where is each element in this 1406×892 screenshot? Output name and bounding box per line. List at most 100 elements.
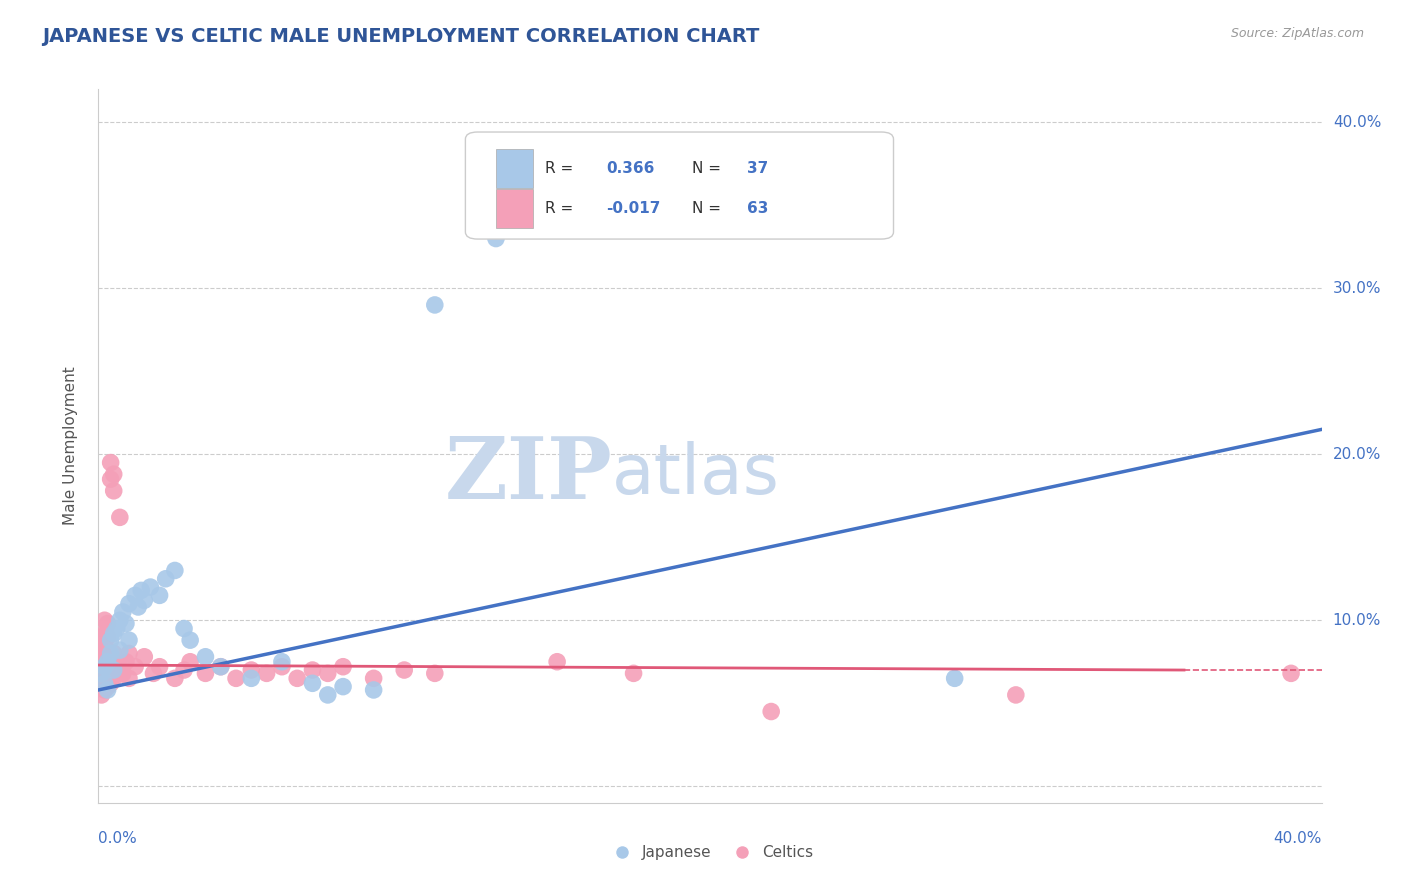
- Point: [93, 676, 115, 690]
- Point: [363, 671, 385, 685]
- Point: [485, 231, 508, 245]
- Point: [118, 647, 141, 661]
- Point: [240, 671, 263, 685]
- Point: [301, 663, 323, 677]
- Point: [97, 666, 120, 681]
- Text: 20.0%: 20.0%: [1333, 447, 1381, 462]
- Text: 40.0%: 40.0%: [1274, 830, 1322, 846]
- Point: [363, 682, 385, 697]
- Point: [90, 671, 112, 685]
- Point: [90, 630, 112, 644]
- Point: [103, 483, 125, 498]
- Y-axis label: Male Unemployment: Male Unemployment: [63, 367, 77, 525]
- Point: [103, 647, 125, 661]
- Point: [97, 616, 120, 631]
- Point: [97, 630, 120, 644]
- Point: [392, 663, 416, 677]
- Point: [332, 659, 354, 673]
- Point: [100, 472, 122, 486]
- Text: 63: 63: [747, 202, 768, 216]
- Point: [93, 659, 115, 673]
- Point: [111, 605, 134, 619]
- Point: [1279, 666, 1302, 681]
- Point: [209, 659, 232, 673]
- Point: [240, 663, 263, 677]
- Point: [93, 613, 115, 627]
- Point: [93, 626, 115, 640]
- Text: 0.366: 0.366: [606, 161, 654, 177]
- Point: [105, 666, 128, 681]
- Point: [270, 659, 292, 673]
- Point: [105, 622, 128, 636]
- Point: [93, 649, 115, 664]
- Text: R =: R =: [546, 161, 583, 177]
- Text: R =: R =: [546, 202, 583, 216]
- Point: [108, 510, 131, 524]
- Point: [103, 671, 125, 685]
- Point: [129, 583, 152, 598]
- Point: [103, 626, 125, 640]
- Point: [155, 572, 177, 586]
- Point: [108, 643, 131, 657]
- Point: [93, 682, 115, 697]
- Point: [100, 663, 122, 677]
- Point: [108, 613, 131, 627]
- Point: [93, 659, 115, 673]
- Point: [115, 655, 138, 669]
- Point: [90, 680, 112, 694]
- Point: [118, 597, 141, 611]
- Point: [149, 588, 172, 602]
- Point: [194, 666, 217, 681]
- Point: [301, 676, 323, 690]
- Point: [97, 655, 120, 669]
- Point: [139, 580, 162, 594]
- Point: [163, 564, 186, 578]
- Point: [100, 456, 122, 470]
- Point: [256, 666, 278, 681]
- Text: 0.0%: 0.0%: [98, 830, 138, 846]
- Text: Source: ZipAtlas.com: Source: ZipAtlas.com: [1230, 27, 1364, 40]
- Point: [332, 680, 354, 694]
- Point: [623, 666, 645, 681]
- Point: [134, 593, 156, 607]
- Point: [90, 688, 112, 702]
- Text: JAPANESE VS CELTIC MALE UNEMPLOYMENT CORRELATION CHART: JAPANESE VS CELTIC MALE UNEMPLOYMENT COR…: [42, 27, 759, 45]
- Point: [179, 655, 201, 669]
- Point: [134, 649, 156, 664]
- Point: [90, 666, 112, 681]
- Point: [225, 671, 247, 685]
- Point: [173, 663, 195, 677]
- Point: [90, 647, 112, 661]
- Point: [105, 655, 128, 669]
- Point: [124, 588, 146, 602]
- Point: [103, 467, 125, 482]
- Point: [124, 659, 146, 673]
- Point: [118, 633, 141, 648]
- Text: ZIP: ZIP: [444, 433, 612, 516]
- Point: [97, 655, 120, 669]
- Point: [100, 647, 122, 661]
- Point: [759, 705, 782, 719]
- Point: [179, 633, 201, 648]
- Point: [142, 666, 165, 681]
- Point: [93, 638, 115, 652]
- Point: [423, 666, 446, 681]
- Bar: [496, 149, 533, 188]
- Point: [118, 671, 141, 685]
- Point: [194, 649, 217, 664]
- Point: [173, 622, 195, 636]
- Point: [149, 659, 172, 673]
- Point: [97, 680, 120, 694]
- FancyBboxPatch shape: [465, 132, 894, 239]
- Point: [100, 676, 122, 690]
- Point: [97, 682, 120, 697]
- Point: [127, 599, 149, 614]
- Bar: [496, 189, 533, 228]
- Point: [163, 671, 186, 685]
- Point: [103, 659, 125, 673]
- Point: [316, 666, 339, 681]
- Point: [103, 663, 125, 677]
- Text: -0.017: -0.017: [606, 202, 661, 216]
- Text: 37: 37: [747, 161, 768, 177]
- Point: [209, 659, 232, 673]
